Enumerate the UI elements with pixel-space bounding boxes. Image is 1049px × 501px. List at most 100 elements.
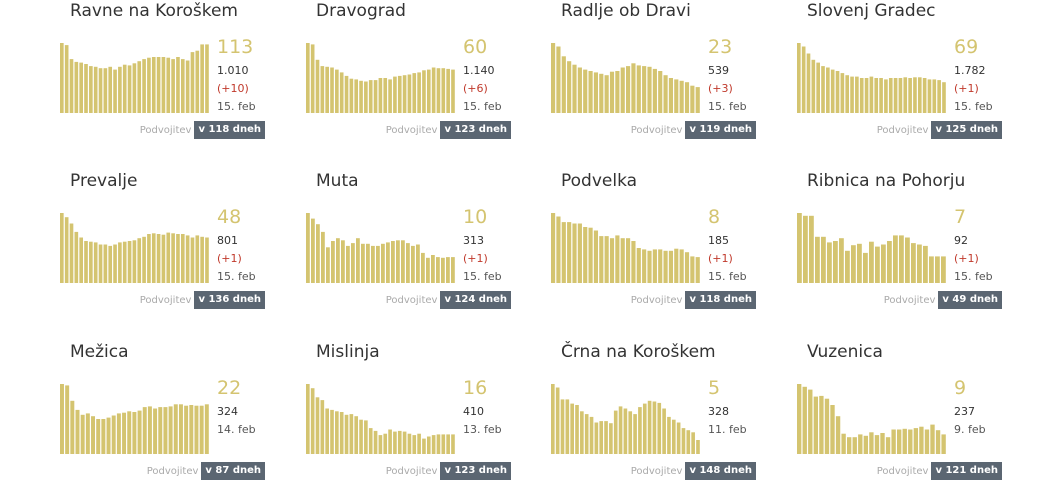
bar — [620, 67, 625, 113]
bar — [604, 421, 608, 454]
bar — [397, 430, 402, 454]
doubling-row: Podvojitev v 121 dneh — [877, 462, 1002, 480]
bar — [378, 78, 383, 113]
doubling-label: Podvojitev — [385, 124, 438, 136]
bar — [122, 412, 127, 454]
bar — [426, 69, 431, 113]
bar — [194, 405, 199, 454]
bar — [577, 223, 582, 283]
bar — [808, 389, 813, 454]
region-title: Mežica — [70, 342, 129, 362]
last-update-date: 11. feb — [708, 423, 747, 436]
region-title: Prevalje — [70, 171, 138, 191]
doubling-label: Podvojitev — [139, 294, 192, 306]
doubling-label: Podvojitev — [385, 465, 438, 477]
bar — [118, 66, 122, 113]
bar — [137, 238, 142, 283]
bar — [65, 385, 70, 454]
bar — [326, 247, 330, 283]
bar — [863, 435, 869, 454]
bar — [908, 78, 912, 113]
bar — [359, 80, 363, 113]
bar — [205, 237, 209, 283]
bar — [879, 78, 883, 113]
bar — [132, 240, 137, 283]
doubling-row: Podvojitev v 125 dneh — [877, 121, 1002, 139]
bar — [679, 249, 684, 283]
bar — [93, 242, 98, 283]
bar — [572, 223, 577, 283]
bar — [60, 384, 64, 454]
bar — [147, 234, 151, 283]
bar — [373, 430, 378, 454]
bar — [686, 430, 691, 454]
bar — [330, 67, 334, 113]
bar — [335, 69, 339, 113]
region-title: Slovenj Gradec — [807, 1, 936, 21]
bar — [924, 429, 930, 454]
daily-delta: (+1) — [954, 82, 979, 95]
bar — [588, 227, 593, 283]
bar — [684, 252, 690, 283]
doubling-row: Podvojitev v 148 dneh — [631, 462, 756, 480]
doubling-row: Podvojitev v 118 dneh — [140, 121, 265, 139]
bar — [431, 255, 435, 283]
bar — [421, 252, 425, 283]
bar — [331, 241, 335, 283]
last-update-date: 15. feb — [463, 100, 502, 113]
bar — [103, 68, 108, 113]
bar — [930, 424, 935, 454]
last-update-date: 15. feb — [217, 270, 256, 283]
bar — [803, 215, 808, 283]
bar — [431, 67, 436, 113]
bar — [613, 410, 618, 454]
bar — [908, 429, 913, 454]
bar — [850, 76, 854, 113]
bar — [315, 59, 320, 113]
current-active-count: 16 — [463, 377, 488, 399]
bar — [60, 43, 64, 113]
bar — [101, 419, 106, 454]
bar — [565, 399, 570, 454]
bar — [852, 437, 857, 454]
bar — [199, 405, 204, 454]
bar — [393, 431, 397, 454]
bar — [156, 57, 161, 113]
bar — [325, 408, 329, 454]
bar — [417, 72, 421, 113]
region-card: Mežica 22 324 14. feb Podvojitev v 87 dneh — [60, 341, 265, 501]
bar — [151, 233, 156, 283]
bar — [869, 432, 874, 454]
bar — [411, 245, 415, 283]
doubling-badge: v 87 dneh — [201, 462, 265, 480]
bar — [180, 59, 185, 113]
bar — [147, 57, 151, 113]
bar — [441, 257, 445, 283]
bar — [64, 45, 69, 113]
doubling-label: Podvojitev — [630, 294, 683, 306]
bar — [122, 241, 127, 283]
bar — [127, 411, 132, 454]
bar — [858, 434, 863, 454]
bar — [108, 66, 113, 113]
bar — [205, 44, 209, 113]
doubling-label: Podvojitev — [883, 294, 936, 306]
bar — [905, 237, 910, 283]
bar — [60, 213, 64, 283]
bar — [584, 414, 589, 454]
bar — [802, 386, 807, 454]
bar — [821, 236, 826, 283]
bar — [74, 231, 79, 283]
bar — [132, 412, 137, 454]
bar — [899, 235, 904, 283]
current-active-count: 23 — [708, 36, 733, 58]
bar — [593, 72, 599, 113]
bar — [815, 236, 820, 283]
bar — [137, 61, 142, 113]
region-card: Črna na Koroškem 5 328 11. feb Podvojitev v 1… — [551, 341, 756, 501]
bar — [833, 241, 838, 283]
bar — [91, 416, 95, 454]
bar — [311, 218, 315, 283]
bar — [127, 65, 132, 113]
doubling-row: Podvojitev v 118 dneh — [631, 291, 756, 309]
